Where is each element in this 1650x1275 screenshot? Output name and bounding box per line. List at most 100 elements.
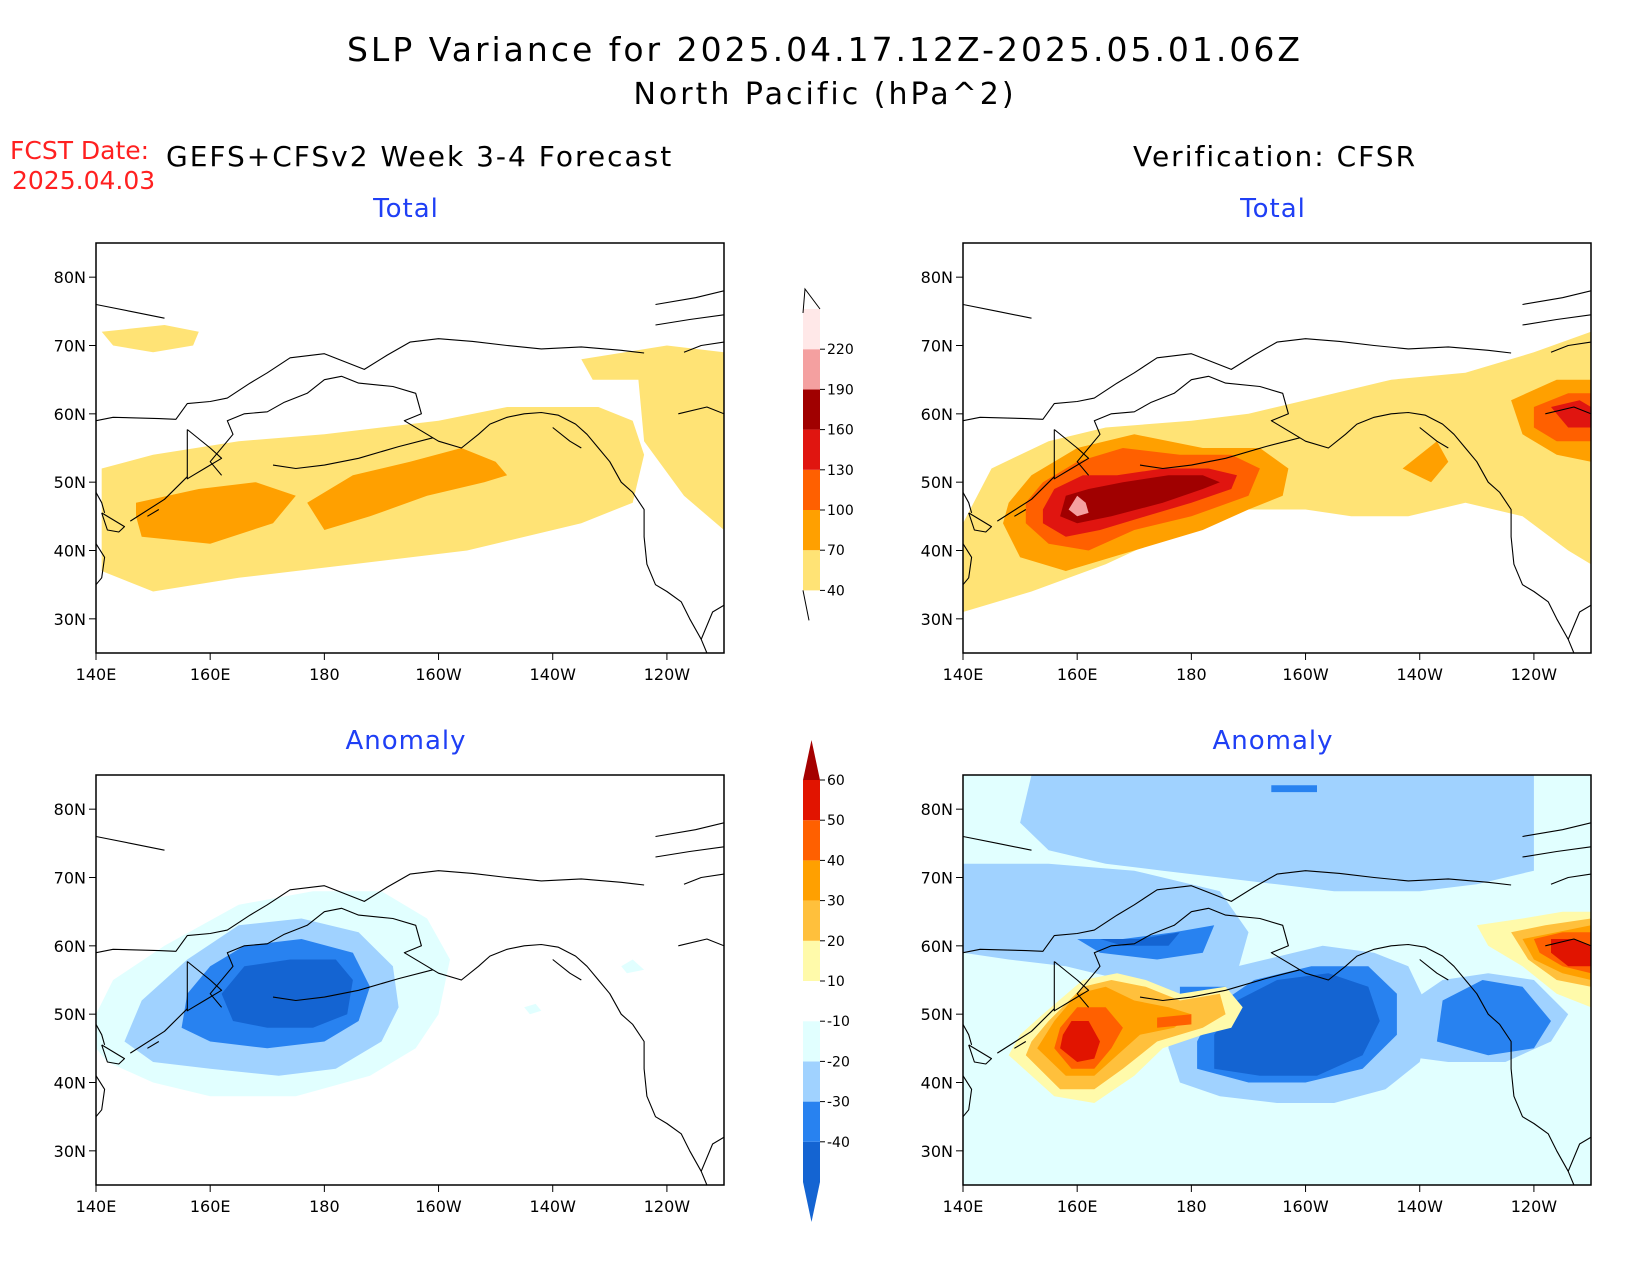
forecast-anomaly-ytick-label-1: 40N [54,1074,86,1093]
verification-total-coastline-1 [1053,429,1090,480]
total-colorbar-label-6: 220 [827,342,854,358]
forecast-anomaly-xtick-label-0: 140E [76,1197,117,1216]
forecast-total-coastline-4 [101,512,126,533]
anomaly-colorbar-label-5: 20 [827,934,845,950]
verification-total-coastline-13 [1567,604,1591,640]
verification-anomaly-coastline-0 [963,870,1512,954]
forecast-anomaly-xtick-label-1: 160E [190,1197,231,1216]
forecast-total-contour-70-4 [307,448,508,530]
anomaly-colorbar-swatch-0 [803,1141,820,1182]
verification-anomaly-contour-40-19 [1157,1014,1192,1028]
anomaly-colorbar-swatch-5 [803,940,820,981]
verification-anomaly-ytick-label-4: 70N [921,869,953,888]
forecast-total-panel: 140E 160E 180 160W 140W 120W 30N 40N 50N 60N 70N 80… [54,242,725,684]
anomaly-colorbar-label-1: -30 [827,1095,850,1111]
total-colorbar-swatch-3 [803,429,820,470]
verification-anomaly-ytick-label-1: 40N [921,1074,953,1093]
verification-total-coastline-4 [968,512,993,533]
forecast-total-xtick-label-0: 140E [76,665,117,684]
total-colorbar-swatch-2 [803,469,820,510]
anomaly-colorbar-swatch-4 [803,981,820,1022]
verification-anomaly-plot-area [963,775,1591,1185]
verification-anomaly-contour--40-10 [1214,973,1380,1076]
verification-total-contour-160-8 [1060,475,1220,524]
anomaly-colorbar-top-arrow [803,740,820,780]
total-colorbar-label-0: 40 [827,583,845,599]
verification-anomaly-coastline-14 [963,835,1032,851]
forecast-total-ytick-label-0: 30N [54,610,86,629]
forecast-total-coastline-15 [552,427,582,449]
total-colorbar-swatch-0 [803,550,820,591]
forecast-anomaly-coastline-12 [678,938,724,947]
forecast-anomaly-coastline-0 [96,870,645,954]
forecast-anomaly-ytick-label-3: 60N [54,937,86,956]
forecast-anomaly-contour--10-2 [621,959,645,974]
verification-total-coastline-9 [1550,341,1591,353]
forecast-total-plot-area [96,290,724,653]
verification-anomaly-coastline-8 [997,1008,1055,1054]
anomaly-colorbar-label-7: 40 [827,853,845,869]
verification-anomaly-coastline-7 [1014,1041,1027,1049]
total-colorbar-swatch-5 [803,349,820,390]
forecast-total-ytick-label-2: 50N [54,473,86,492]
forecast-anomaly-ytick-label-0: 30N [54,1142,86,1161]
anomaly-colorbar-label-2: -20 [827,1054,850,1070]
verification-total-contour-190-9 [1068,495,1089,517]
forecast-total-ytick-label-3: 60N [54,405,86,424]
verification-anomaly-contour--30-9 [1436,980,1551,1056]
verification-total-coastline-2 [1076,375,1575,653]
verification-anomaly-coastline-10 [1522,822,1591,838]
forecast-total-coastline-9 [683,341,724,353]
main-title: SLP Variance for 2025.04.17.12Z-2025.05.… [346,30,1304,69]
forecast-total-coastline-14 [96,303,165,319]
forecast-total-contour-70-3 [136,482,296,544]
verification-total-coastline-15 [1419,427,1449,449]
forecast-total-coastline-10 [655,290,724,306]
verification-anomaly-contour--20-1 [1020,775,1534,892]
verification-total-xtick-label-3: 160W [1282,665,1329,684]
forecast-anomaly-coastline-13 [700,1136,724,1172]
total-colorbar-label-4: 160 [827,423,854,439]
total-colorbar-label-2: 100 [827,503,854,519]
forecast-total-xtick-label-5: 120W [644,665,691,684]
verification-total-coastline-8 [997,476,1055,522]
anomaly-colorbar-label-0: -40 [827,1135,850,1151]
forecast-anomaly-coastline-1 [186,961,223,1012]
forecast-anomaly-coastline-4 [101,1044,126,1065]
forecast-total-coastline-6 [96,492,106,514]
anomaly-colorbar-label-6: 30 [827,894,845,910]
forecast-anomaly-coastline-7 [147,1041,160,1049]
forecast-anomaly-contour--40-5 [221,959,353,1028]
verification-anomaly-xtick-label-3: 160W [1282,1197,1329,1216]
forecast-anomaly-panel: 140E 160E 180 160W 140W 120W 30N 40N 50N 60N 70N 80… [54,774,725,1216]
forecast-total-ytick-label-4: 70N [54,337,86,356]
anomaly-colorbar-label-8: 50 [827,813,845,829]
total-colorbar-label-1: 70 [827,543,845,559]
verification-total-coastline-0 [963,338,1512,422]
verification-total-ytick-label-2: 50N [921,473,953,492]
forecast-total-coastline-13 [700,604,724,640]
anomaly-colorbar-swatch-7 [803,860,820,901]
forecast-total-contour-40-1 [101,325,199,353]
forecast-anomaly-coastline-10 [655,822,724,838]
verification-anomaly-ytick-label-2: 50N [921,1005,953,1024]
verification-anomaly-coastline-1 [1053,961,1090,1012]
verification-anomaly-coastline-5 [963,1075,973,1118]
verification-total-ytick-label-3: 60N [921,405,953,424]
total-colorbar-top-cap [802,287,821,314]
verification-anomaly-coastline-4 [968,1044,993,1065]
verification-total-xtick-label-0: 140E [943,665,984,684]
forecast-anomaly-xtick-label-4: 140W [530,1197,577,1216]
verification-total-contour-130-7 [1551,400,1591,428]
anomaly-colorbar-label-3: -10 [827,1014,850,1030]
verification-anomaly-coastline-3 [1139,969,1300,1002]
anomaly-colorbar-swatch-8 [803,820,820,861]
verification-total-coastline-11 [1522,314,1591,326]
verification-total-contour-70-2 [1402,441,1449,483]
forecast-column-title: GEFS+CFSv2 Week 3-4 Forecast [166,140,674,173]
forecast-anomaly-coastline-15 [552,959,582,981]
total-colorbar-swatch-6 [803,309,820,350]
verification-anomaly-ytick-label-5: 80N [921,800,953,819]
forecast-total-title: Total [373,194,439,224]
verification-anomaly-coastline-6 [963,1024,973,1046]
